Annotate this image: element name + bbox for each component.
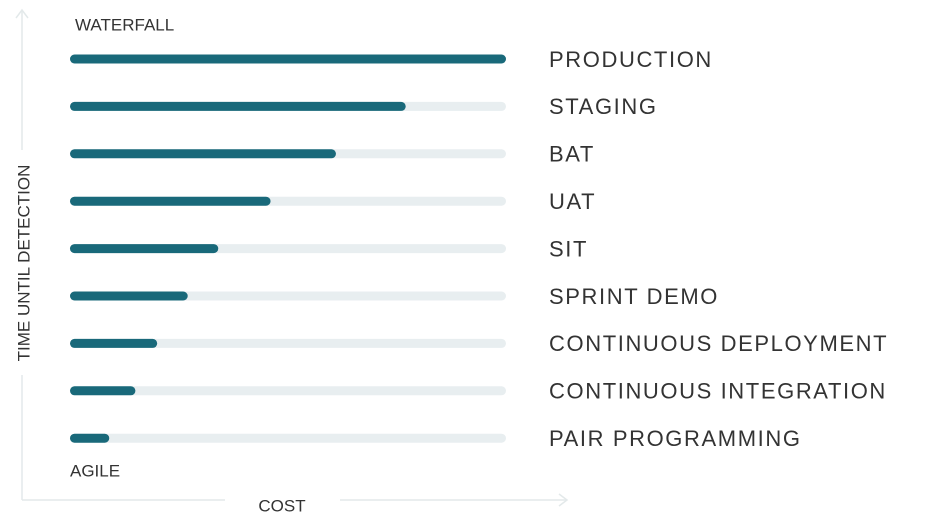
bar [70,291,188,301]
category-label: SIT [549,236,588,261]
bar-track [70,433,506,443]
category-label: BAT [549,142,595,167]
top-label: WATERFALL [75,15,174,34]
category-label: STAGING [549,94,658,119]
bar-track [70,338,506,348]
bar [70,386,136,396]
category-label: CONTINUOUS INTEGRATION [549,379,887,404]
bar [70,196,271,206]
x-axis-label: COST [258,496,305,515]
category-label: UAT [549,189,596,214]
bar-track [70,386,506,396]
bar [70,244,219,254]
axis-arrow [15,8,29,19]
y-axis-label: TIME UNTIL DETECTION [14,165,33,362]
bar [70,338,158,348]
bar [70,433,110,443]
category-label: SPRINT DEMO [549,284,719,309]
axis-arrow [558,493,569,507]
category-label: PRODUCTION [549,47,713,72]
bottom-label: AGILE [70,461,120,480]
category-label: CONTINUOUS DEPLOYMENT [549,331,888,356]
category-label: PAIR PROGRAMMING [549,426,802,451]
bar [70,54,506,64]
bar [70,101,406,111]
bar [70,149,336,159]
